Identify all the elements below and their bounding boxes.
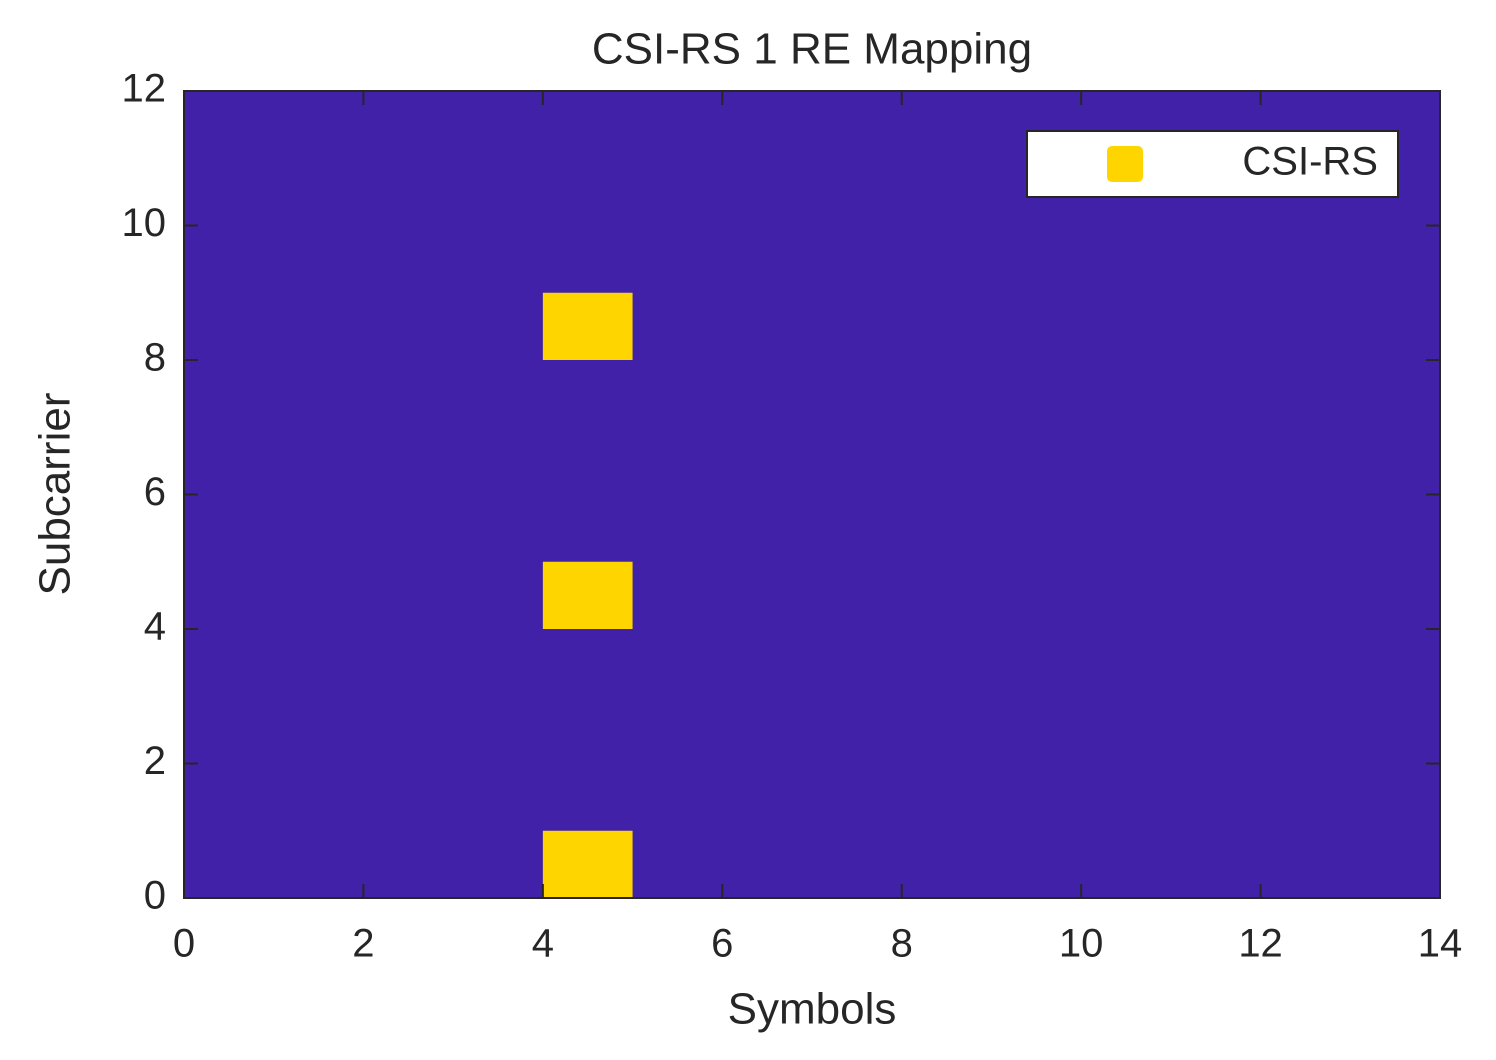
legend-label: CSI-RS bbox=[1242, 140, 1378, 184]
x-tick-label: 2 bbox=[352, 922, 374, 966]
y-tick-label: 12 bbox=[122, 67, 167, 111]
x-tick-label: 8 bbox=[891, 922, 913, 966]
x-tick-label: 6 bbox=[711, 922, 733, 966]
x-tick-label: 4 bbox=[532, 922, 554, 966]
y-tick-label: 0 bbox=[144, 874, 166, 918]
y-tick-label: 2 bbox=[144, 739, 166, 783]
x-tick-label: 12 bbox=[1238, 922, 1283, 966]
y-axis-label: Subcarrier bbox=[31, 393, 80, 596]
y-tick-label: 10 bbox=[122, 201, 167, 245]
x-tick-label: 14 bbox=[1418, 922, 1463, 966]
axes-box bbox=[183, 90, 1441, 899]
chart-title: CSI-RS 1 RE Mapping bbox=[592, 25, 1032, 74]
x-tick-label: 0 bbox=[173, 922, 195, 966]
x-tick-label: 10 bbox=[1059, 922, 1104, 966]
resource-element bbox=[542, 292, 633, 360]
x-axis-label: Symbols bbox=[728, 985, 897, 1034]
plot-background bbox=[184, 91, 1440, 898]
y-tick-label: 4 bbox=[144, 605, 166, 649]
legend-box bbox=[1026, 130, 1399, 198]
resource-element bbox=[542, 561, 633, 629]
y-tick-label: 8 bbox=[144, 336, 166, 380]
resource-element bbox=[542, 830, 633, 898]
legend-marker bbox=[1107, 146, 1143, 182]
y-tick-label: 6 bbox=[144, 470, 166, 514]
